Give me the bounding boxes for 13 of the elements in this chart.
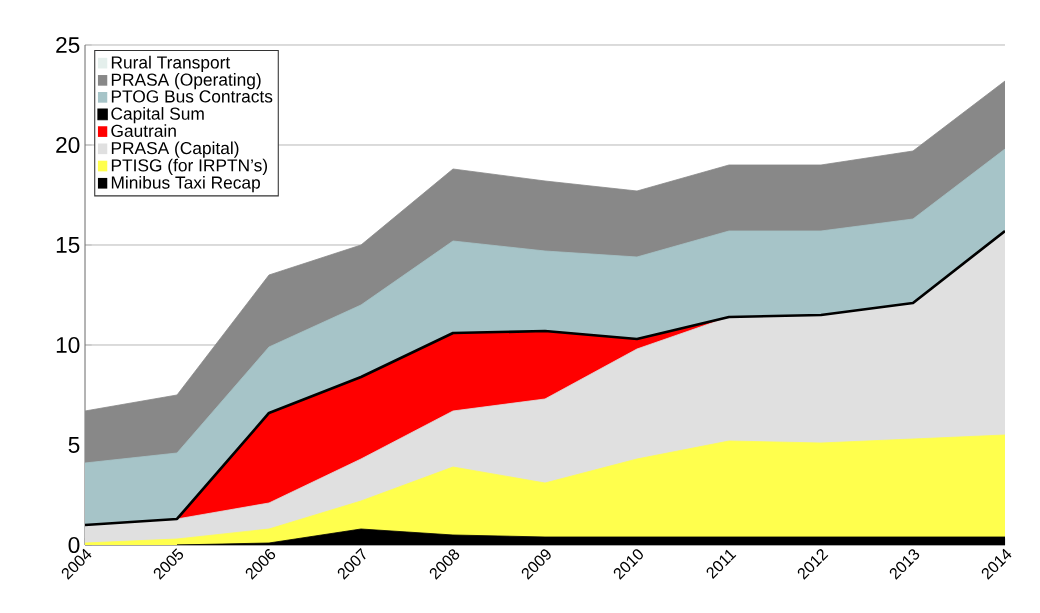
y-tick-label: 25 [56, 36, 80, 54]
legend-label: PTISG (for IRPTN’s) [111, 158, 268, 175]
y-tick-label: 15 [56, 237, 80, 253]
legend-label: Gautrain [111, 124, 176, 138]
y-tick-label: 5 [68, 437, 80, 453]
legend-label: PTOG Bus Contracts [111, 90, 273, 103]
y-tick-label: 10 [56, 336, 80, 354]
legend-label: PRASA (Operating) [111, 73, 261, 90]
legend-label: PRASA (Capital) [111, 141, 239, 158]
legend-label: Capital Sum [111, 107, 204, 124]
legend-label: Rural Transport [111, 55, 231, 73]
y-tick-label: 20 [56, 136, 80, 154]
legend-label: Minibus Taxi Recap [111, 175, 260, 193]
